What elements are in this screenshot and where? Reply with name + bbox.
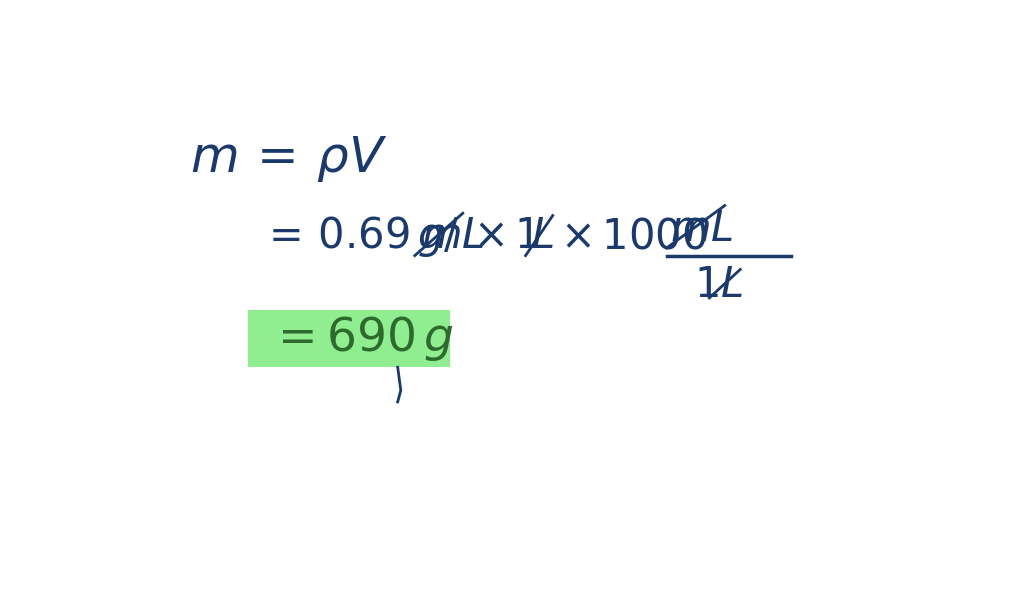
Text: $mL$: $mL$ [421, 215, 484, 257]
Text: $\times\, 1000$: $\times\, 1000$ [560, 215, 708, 257]
Text: $m\, =\, \rho V$: $m\, =\, \rho V$ [190, 135, 387, 184]
Text: $mL$: $mL$ [671, 208, 734, 250]
Text: $L$: $L$ [531, 215, 554, 257]
Text: $=\, 0.69\, g/$: $=\, 0.69\, g/$ [260, 214, 460, 259]
Text: $=690\,g$: $=690\,g$ [267, 314, 454, 363]
Text: $\times\, 1$: $\times\, 1$ [473, 215, 539, 257]
FancyBboxPatch shape [248, 310, 450, 367]
Text: $1L$: $1L$ [693, 264, 743, 306]
